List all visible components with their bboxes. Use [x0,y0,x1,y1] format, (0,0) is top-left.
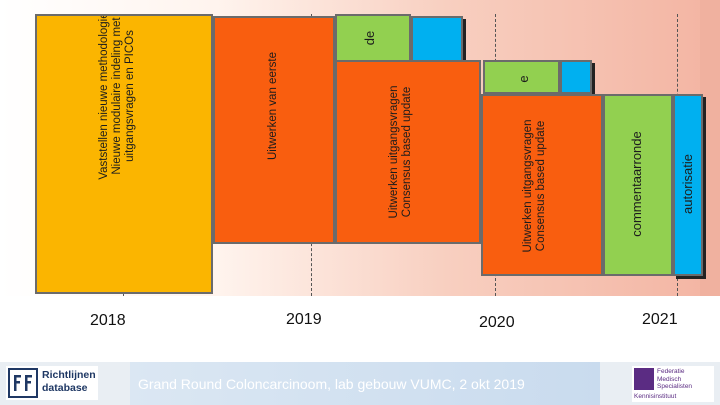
round2-comment-block: e [483,60,560,94]
round1-comment-fragment: de [362,30,377,46]
first-development-block: Uitwerken van eerste [213,16,335,244]
federatie-logo-icon [634,368,654,390]
year-label-2019: 2019 [286,311,322,328]
year-label-2020: 2020 [479,314,515,331]
federatie-logo-subtext: Kennisinstituut [634,393,677,400]
footer-caption: Grand Round Coloncarcinoom, lab gebouw V… [138,376,525,392]
year-label-2018: 2018 [90,312,126,329]
round1-authorization-block [411,16,463,62]
comment-round-text: commentaarronde [629,131,644,237]
richtlijnendatabase-logo: Richtlijnen database [6,366,98,400]
round2-comment-fragment: e [516,75,531,83]
round1-update-text: Uitwerken uitgangsvragen Consensus based… [388,85,413,219]
authorization-block: autorisatie [673,94,703,276]
round1-comment-block: de [335,14,411,62]
footer-caption-band [130,362,600,405]
federatie-logo: Federatie Medisch Specialisten Kennisins… [632,366,714,402]
richtlijnendatabase-logo-icon [8,368,38,398]
first-development-text: Uitwerken van eerste [267,51,279,161]
authorization-text: autorisatie [680,154,695,214]
richtlijnendatabase-logo-text: Richtlijnen database [42,369,96,394]
federatie-logo-text: Federatie Medisch Specialisten [657,368,693,390]
round2-update-text: Uitwerken uitgangsvragen Consensus based… [522,119,547,253]
comment-round-block: commentaarronde [603,94,673,276]
round1-update-block: Uitwerken uitgangsvragen Consensus based… [335,60,481,244]
methodology-text: Vaststellen nieuwe methodologie Nieuwe m… [98,14,136,180]
round2-update-block: Uitwerken uitgangsvragen Consensus based… [481,94,603,276]
year-label-2021: 2021 [642,311,678,328]
slide-background-edge [700,0,720,296]
methodology-block: Vaststellen nieuwe methodologie Nieuwe m… [35,14,213,294]
round2-authorization-block [560,60,592,94]
